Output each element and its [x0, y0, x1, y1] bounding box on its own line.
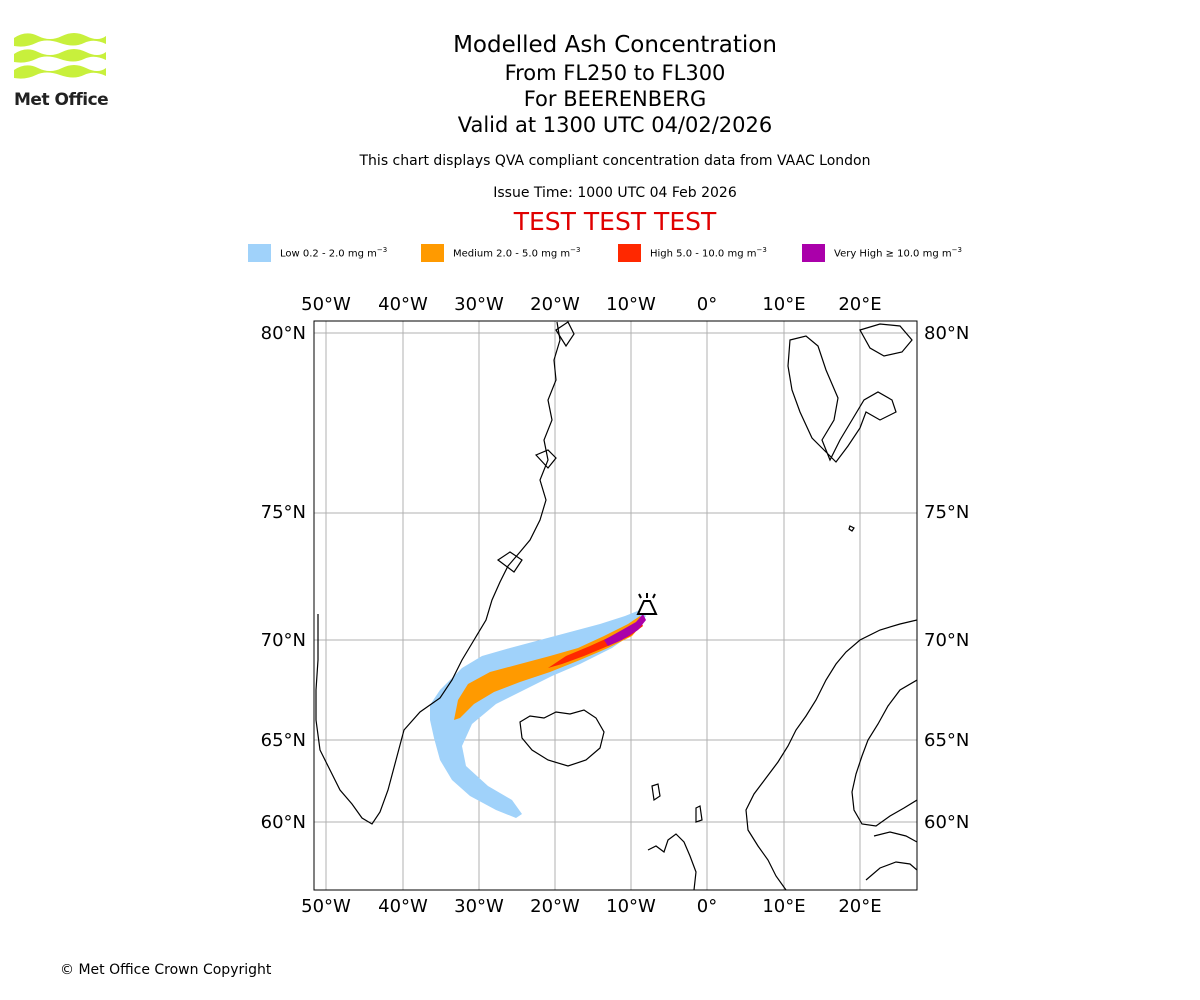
lat-label: 60°N	[924, 812, 969, 833]
lon-label: 10°E	[762, 896, 805, 917]
coastlines	[315, 321, 917, 890]
lat-label: 70°N	[261, 630, 306, 651]
legend-item-low: Low 0.2 - 2.0 mg m−3	[248, 244, 387, 262]
lon-label: 40°W	[378, 294, 428, 315]
lat-label: 70°N	[924, 630, 969, 651]
ash-low-region	[430, 610, 646, 818]
ash-very-high-region	[604, 614, 646, 646]
volcano-icon	[636, 593, 658, 615]
valid-time: Valid at 1300 UTC 04/02/2026	[457, 113, 773, 137]
lat-label: 80°N	[924, 323, 969, 344]
ash-plume	[430, 610, 646, 818]
lon-label: 0°	[697, 896, 717, 917]
legend-label-low: Low 0.2 - 2.0 mg m−3	[280, 246, 388, 260]
test-banner: TEST TEST TEST	[513, 207, 717, 236]
lon-label: 20°E	[838, 896, 881, 917]
legend-label-very-high: Very High ≥ 10.0 mg m−3	[834, 246, 962, 260]
legend-label-high: High 5.0 - 10.0 mg m−3	[650, 246, 767, 260]
svalbard-coast	[787, 335, 897, 463]
greenland-coast	[315, 321, 561, 825]
ash-medium-region	[454, 616, 644, 720]
legend-label-medium: Medium 2.0 - 5.0 mg m−3	[453, 246, 581, 260]
copyright-notice: © Met Office Crown Copyright	[60, 962, 272, 978]
lon-label: 20°W	[530, 294, 580, 315]
lon-label: 10°E	[762, 294, 805, 315]
lat-label: 80°N	[261, 323, 306, 344]
met-office-wave-icon	[14, 33, 106, 79]
legend-item-very-high: Very High ≥ 10.0 mg m−3	[802, 244, 962, 262]
iceland-coast	[519, 709, 605, 767]
lat-label: 65°N	[924, 730, 969, 751]
legend-swatch-low	[248, 244, 271, 262]
map-frame	[313, 320, 918, 891]
lat-label: 75°N	[924, 502, 969, 523]
legend-swatch-high	[618, 244, 641, 262]
lon-label: 0°	[697, 294, 717, 315]
lon-label: 10°W	[606, 294, 656, 315]
issue-time: Issue Time: 1000 UTC 04 Feb 2026	[493, 185, 737, 201]
lon-labels-bottom: 50°W 40°W 30°W 20°W 10°W 0° 10°E 20°E	[301, 896, 881, 917]
lat-label: 60°N	[261, 812, 306, 833]
lon-label: 50°W	[301, 896, 351, 917]
graticule	[314, 321, 917, 890]
lat-label: 75°N	[261, 502, 306, 523]
lat-labels-left: 80°N 75°N 70°N 65°N 60°N	[261, 323, 306, 833]
lon-label: 30°W	[454, 896, 504, 917]
volcano-name: For BEERENBERG	[523, 87, 707, 111]
ash-high-region	[548, 620, 643, 668]
lon-label: 10°W	[606, 896, 656, 917]
flight-level-range: From FL250 to FL300	[504, 61, 726, 85]
lon-label: 20°W	[530, 896, 580, 917]
qva-note: This chart displays QVA compliant concen…	[359, 153, 871, 169]
legend-swatch-very-high	[802, 244, 825, 262]
scotland-coast	[647, 833, 697, 890]
lat-label: 65°N	[261, 730, 306, 751]
scandinavia-coast	[745, 619, 917, 890]
chart-header: Modelled Ash Concentration From FL250 to…	[0, 30, 1200, 236]
lon-label: 50°W	[301, 294, 351, 315]
legend-item-high: High 5.0 - 10.0 mg m−3	[618, 244, 767, 262]
legend-item-medium: Medium 2.0 - 5.0 mg m−3	[421, 244, 580, 262]
lon-labels-top: 50°W 40°W 30°W 20°W 10°W 0° 10°E 20°E	[301, 294, 881, 315]
lon-label: 20°E	[838, 294, 881, 315]
logo-wordmark: Met Office	[14, 90, 109, 110]
met-office-logo: Met Office	[14, 30, 109, 112]
chart-title: Modelled Ash Concentration	[453, 32, 777, 58]
lat-labels-right: 80°N 75°N 70°N 65°N 60°N	[924, 323, 969, 833]
lon-label: 40°W	[378, 896, 428, 917]
legend-swatch-medium	[421, 244, 444, 262]
lon-label: 30°W	[454, 294, 504, 315]
